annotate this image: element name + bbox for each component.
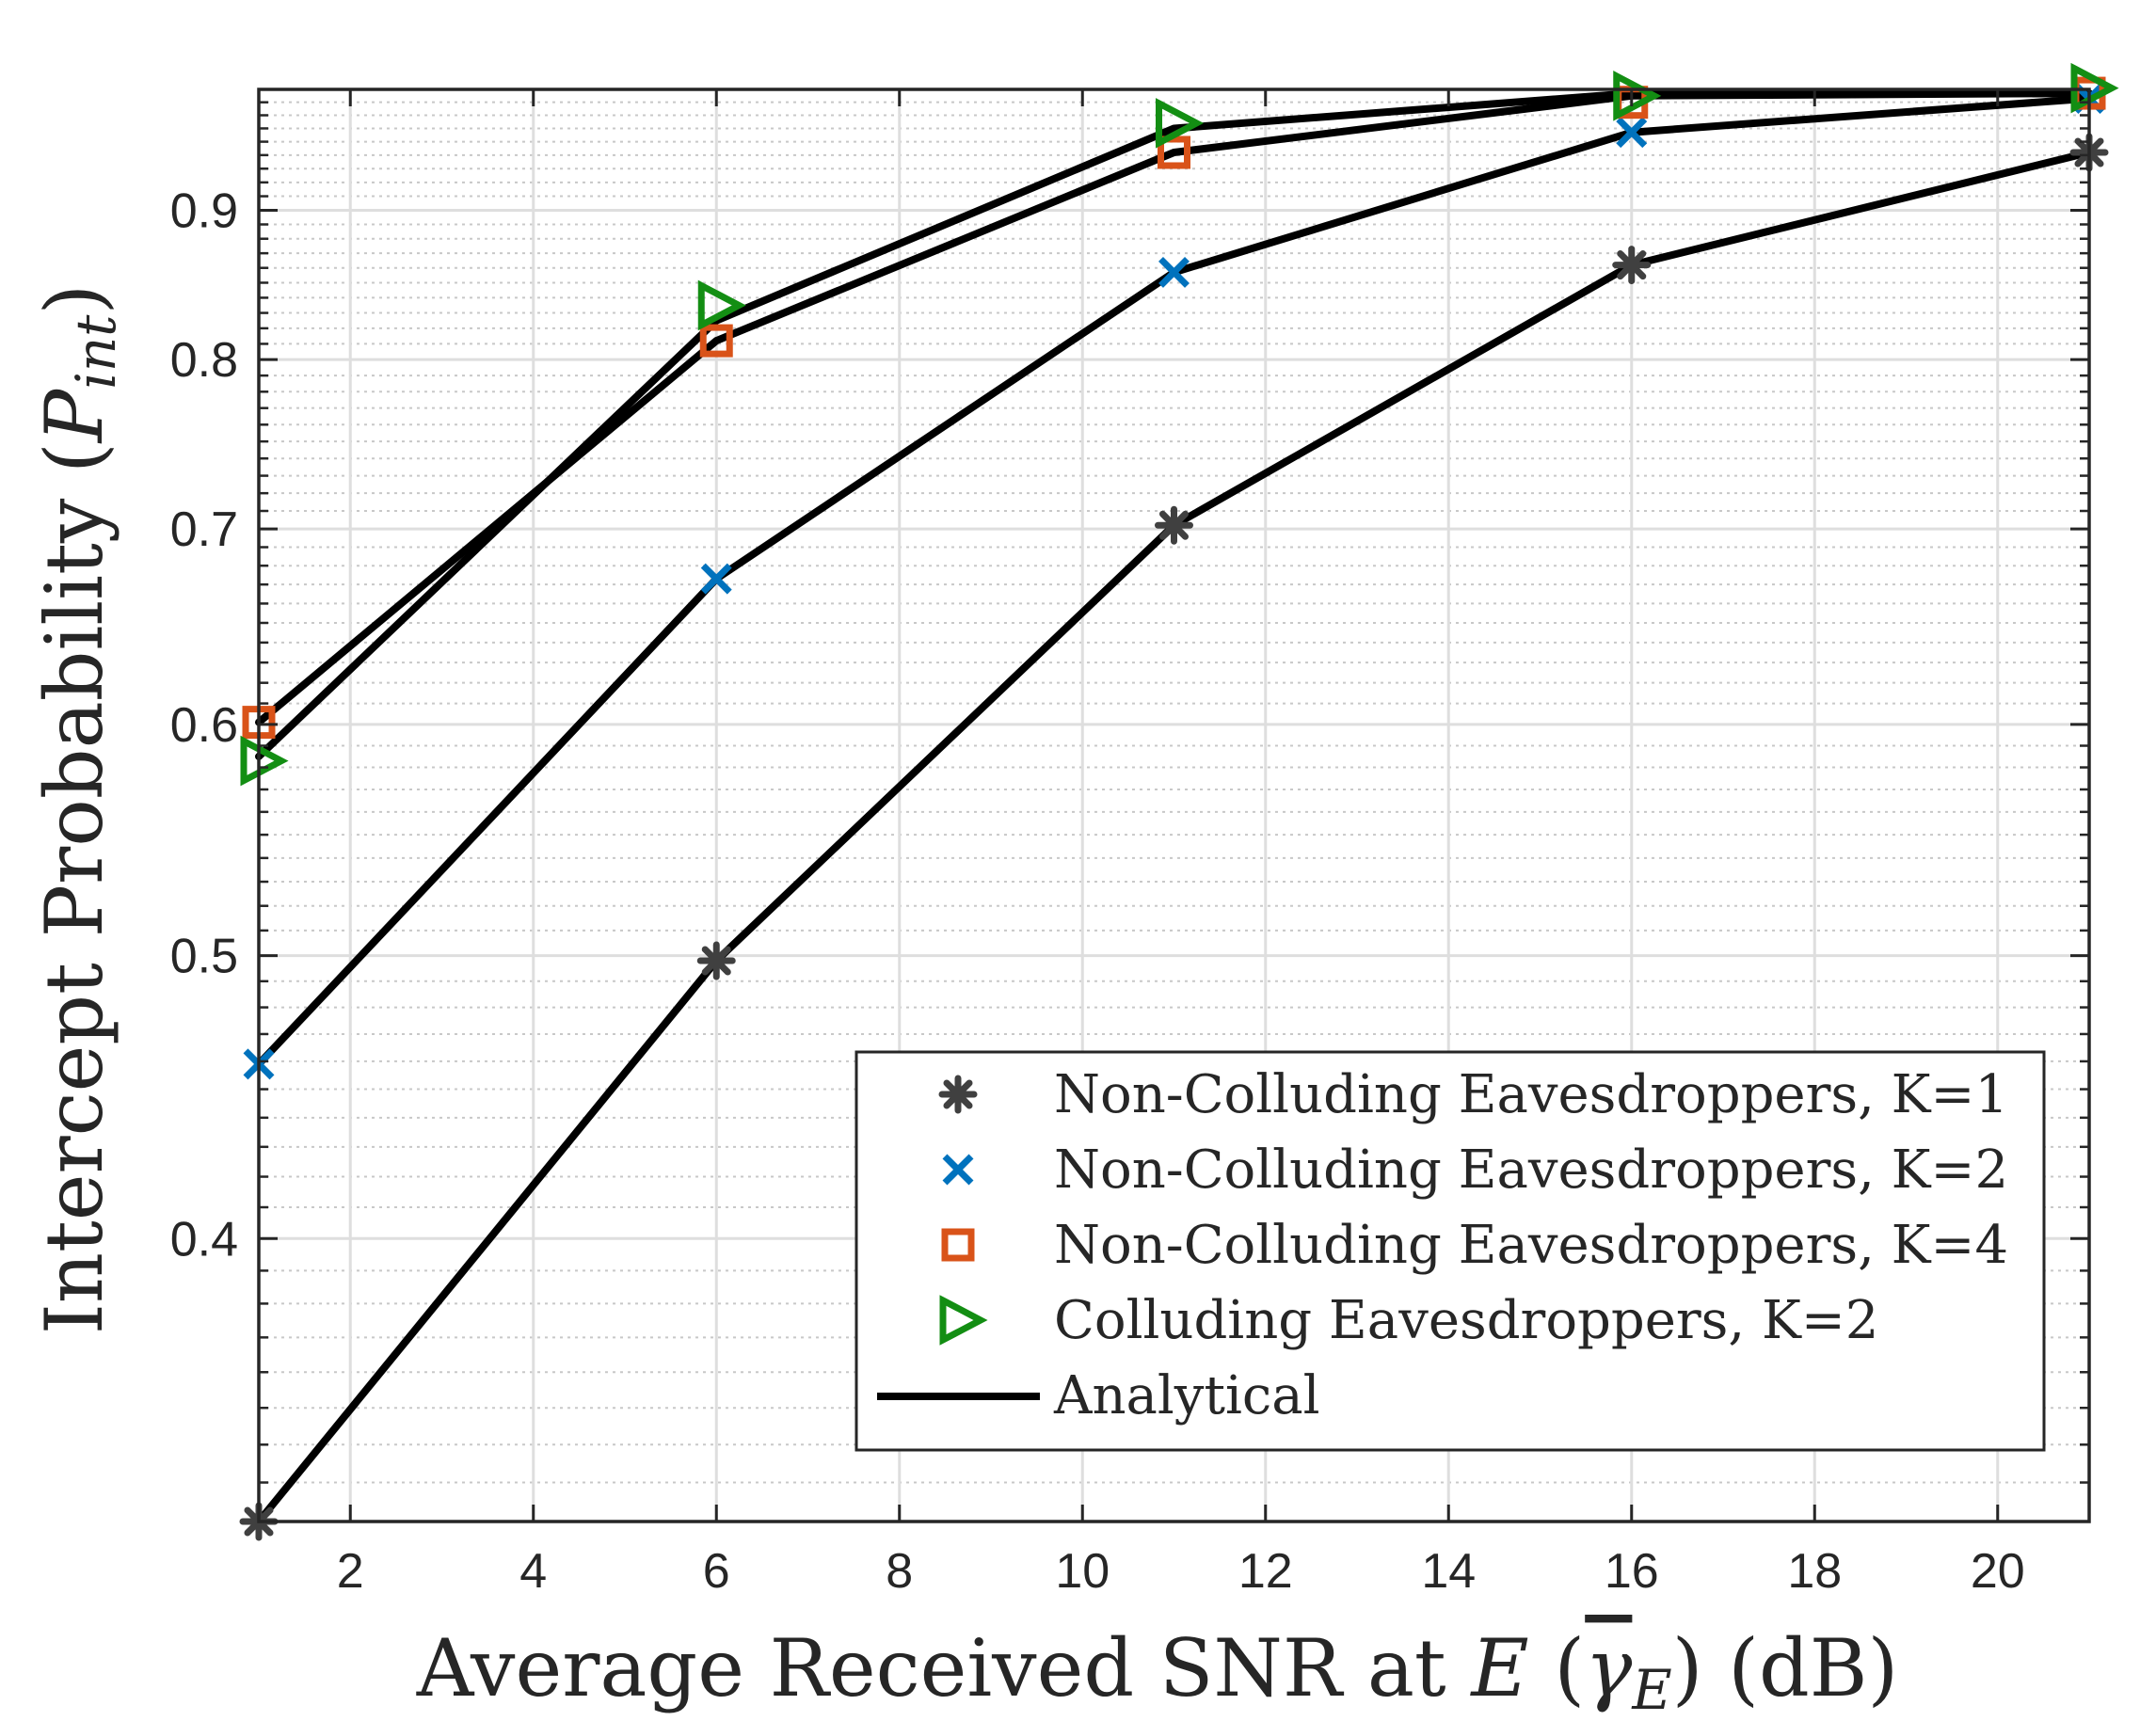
y-tick-label: 0.7 (170, 502, 238, 557)
legend-symbol-series-3 (941, 1228, 975, 1262)
y-tick-label: 0.9 (170, 183, 238, 238)
y-tick-label: 0.5 (170, 930, 238, 984)
x-tick-label: 14 (1421, 1544, 1476, 1599)
legend-symbol-series-4 (939, 1295, 988, 1346)
marker-series-1-point-4 (1612, 246, 1652, 285)
marker-series-4-point-1-shape (240, 735, 289, 787)
legend-label-colluding: Colluding Eavesdroppers, K=2 (1054, 1290, 1878, 1351)
marker-series-1-point-2 (696, 941, 736, 980)
analytical-curve-4 (255, 89, 2093, 760)
legend-label-k4: Non-Colluding Eavesdroppers, K=4 (1054, 1215, 2008, 1276)
x-axis-label: Average Received SNR at E (γE) (dB) (416, 1622, 1898, 1721)
legend: Non-Colluding Eavesdroppers, K=1 Non-Col… (854, 1050, 2046, 1452)
marker-series-4-point-2 (697, 279, 746, 331)
x-tick-label: 10 (1055, 1544, 1110, 1599)
x-tick-label: 2 (337, 1544, 364, 1599)
x-tick-label: 20 (1971, 1544, 2025, 1599)
marker-series-1-point-4-stroke (1617, 250, 1647, 280)
legend-symbol-series-2-stroke (942, 1154, 974, 1186)
marker-series-1-point-2-stroke (701, 946, 731, 976)
marker-series-4-point-2-shape (697, 279, 746, 331)
y-tick-label: 0.4 (170, 1212, 238, 1267)
tick-labels: 2 4 6 8 10 12 14 16 18 20 0.4 0.5 0.6 0.7 0.8 0.9 (170, 183, 2025, 1599)
marker-series-2-point-3 (1158, 256, 1190, 288)
marker-series-2-point-4 (1616, 117, 1648, 149)
marker-series-3-point-2 (699, 324, 733, 358)
legend-symbols (877, 1075, 1040, 1400)
x-tick-label: 4 (519, 1544, 547, 1599)
legend-label-k1: Non-Colluding Eavesdroppers, K=1 (1054, 1064, 2008, 1125)
marker-series-2-point-3-stroke (1158, 256, 1190, 288)
marker-series-4-point-4 (1613, 71, 1662, 121)
x-tick-label: 6 (703, 1544, 730, 1599)
marker-series-4-point-3 (1156, 98, 1205, 149)
axes (257, 88, 2091, 1523)
marker-series-2-point-2 (700, 563, 732, 595)
legend-box (854, 1050, 2046, 1452)
marker-series-1-point-3 (1155, 505, 1193, 545)
legend-label-k2: Non-Colluding Eavesdroppers, K=2 (1054, 1139, 2008, 1201)
y-axis-label: Intercept Probability (Pint) (28, 284, 128, 1335)
marker-series-4-point-4-shape (1613, 71, 1662, 121)
legend-symbol-series-1 (938, 1075, 978, 1114)
legend-symbol-series-2 (942, 1154, 974, 1186)
marker-series-3-point-3 (1158, 135, 1190, 169)
legend-label-analytical: Analytical (1053, 1365, 1320, 1426)
legend-symbol-series-4-shape (939, 1295, 988, 1346)
marker-series-2-point-4-stroke (1616, 117, 1648, 149)
marker-series-4-point-1 (240, 735, 289, 787)
marker-series-3-point-2-shape (699, 324, 733, 358)
marker-series-1-point-3-stroke (1158, 510, 1190, 540)
legend-symbol-series-3-shape (941, 1228, 975, 1262)
x-tick-label: 18 (1787, 1544, 1842, 1599)
y-tick-label: 0.6 (170, 698, 238, 753)
axes-box (257, 88, 2091, 1523)
x-tick-label: 12 (1238, 1544, 1293, 1599)
y-tick-label: 0.8 (170, 333, 238, 388)
marker-series-2-point-2-stroke (700, 563, 732, 595)
marker-series-4-point-3-shape (1156, 98, 1205, 149)
x-tick-label: 8 (886, 1544, 913, 1599)
legend-symbol-series-1-stroke (943, 1079, 973, 1109)
marker-series-3-point-3-shape (1158, 135, 1190, 169)
x-tick-label: 16 (1605, 1544, 1659, 1599)
